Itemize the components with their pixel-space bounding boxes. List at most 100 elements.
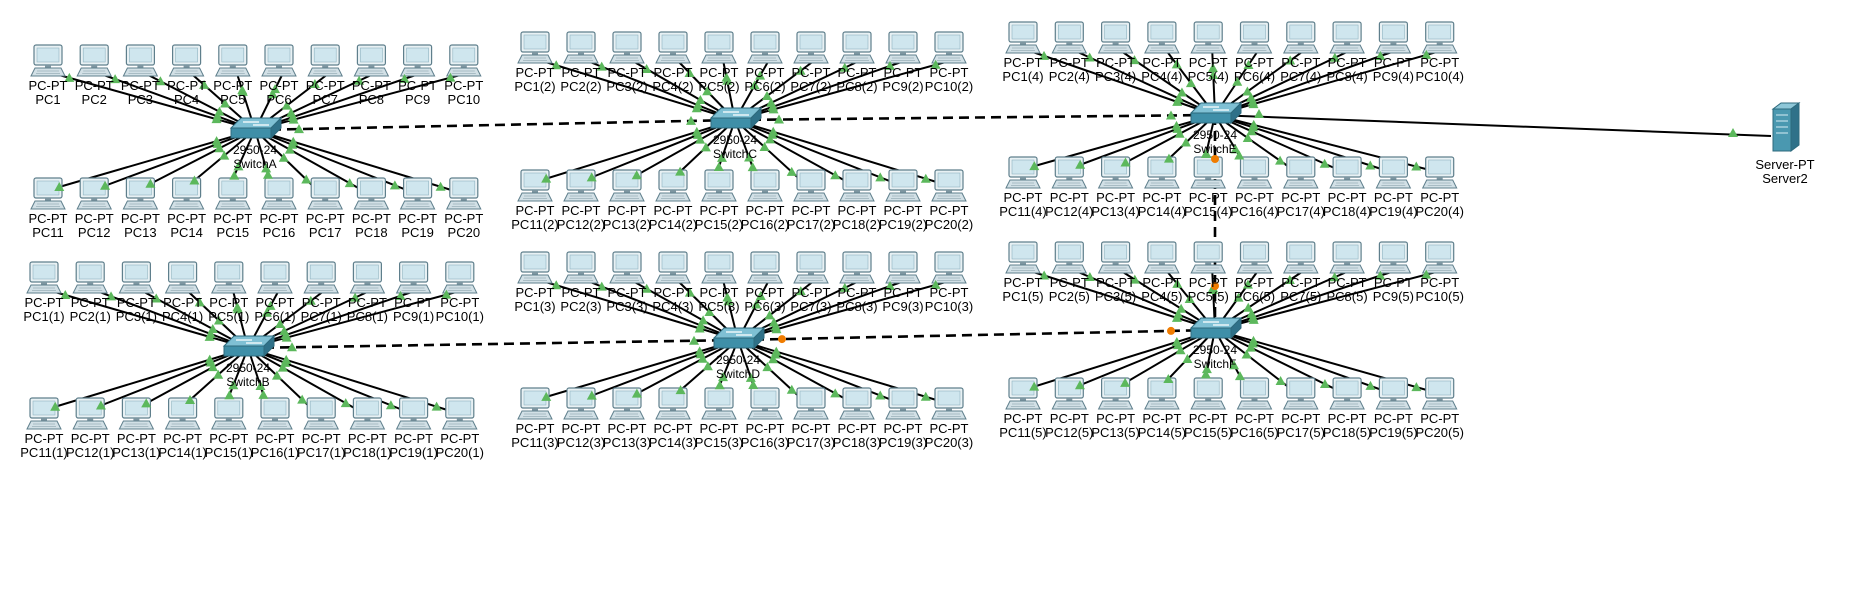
pc-icon[interactable] <box>445 177 482 210</box>
pc-icon[interactable] <box>517 387 553 420</box>
pc-icon[interactable] <box>655 31 691 64</box>
pc-icon[interactable] <box>931 169 967 202</box>
pc-icon[interactable] <box>609 169 645 202</box>
pc-icon[interactable] <box>609 31 645 64</box>
pc-icon[interactable] <box>1282 156 1319 189</box>
pc-icon[interactable] <box>1282 21 1319 54</box>
pc-icon[interactable] <box>1421 156 1458 189</box>
pc-icon[interactable] <box>1236 377 1273 410</box>
pc-icon[interactable] <box>1375 241 1412 274</box>
pc-icon[interactable] <box>307 177 344 210</box>
pc-icon[interactable] <box>30 44 66 77</box>
pc-icon[interactable] <box>1144 241 1180 274</box>
pc-icon[interactable] <box>701 387 737 420</box>
pc-icon[interactable] <box>1144 156 1180 189</box>
switch-icon[interactable] <box>709 106 763 130</box>
pc-icon[interactable] <box>261 177 297 210</box>
pc-icon[interactable] <box>395 261 432 294</box>
pc-icon[interactable] <box>26 397 62 430</box>
pc-icon[interactable] <box>747 31 783 64</box>
pc-icon[interactable] <box>1421 377 1458 410</box>
pc-icon[interactable] <box>1236 241 1273 274</box>
pc-icon[interactable] <box>747 251 783 284</box>
pc-icon[interactable] <box>76 44 113 77</box>
pc-icon[interactable] <box>1421 241 1458 274</box>
pc-icon[interactable] <box>1051 241 1088 274</box>
pc-icon[interactable] <box>210 397 247 430</box>
pc-icon[interactable] <box>441 261 478 294</box>
pc-icon[interactable] <box>1051 21 1088 54</box>
pc-icon[interactable] <box>353 44 390 77</box>
pc-icon[interactable] <box>563 31 599 64</box>
pc-icon[interactable] <box>839 169 875 202</box>
switch-icon[interactable] <box>712 326 766 350</box>
pc-icon[interactable] <box>1375 156 1412 189</box>
server-icon[interactable] <box>1771 102 1801 152</box>
pc-icon[interactable] <box>931 31 967 64</box>
pc-icon[interactable] <box>1190 21 1227 54</box>
pc-icon[interactable] <box>701 169 737 202</box>
pc-icon[interactable] <box>655 251 691 284</box>
pc-icon[interactable] <box>1005 377 1041 410</box>
pc-icon[interactable] <box>793 169 829 202</box>
pc-icon[interactable] <box>72 397 109 430</box>
pc-icon[interactable] <box>214 44 251 77</box>
pc-icon[interactable] <box>701 251 737 284</box>
pc-icon[interactable] <box>793 31 829 64</box>
switch-icon[interactable] <box>222 334 276 358</box>
pc-icon[interactable] <box>1329 156 1365 189</box>
pc-icon[interactable] <box>1005 241 1041 274</box>
pc-icon[interactable] <box>885 251 921 284</box>
pc-icon[interactable] <box>517 251 553 284</box>
pc-icon[interactable] <box>1005 21 1041 54</box>
pc-icon[interactable] <box>1375 21 1412 54</box>
pc-icon[interactable] <box>563 387 599 420</box>
pc-icon[interactable] <box>353 177 390 210</box>
pc-icon[interactable] <box>839 251 875 284</box>
pc-icon[interactable] <box>609 387 645 420</box>
pc-icon[interactable] <box>839 31 875 64</box>
pc-icon[interactable] <box>1329 241 1365 274</box>
pc-icon[interactable] <box>701 31 737 64</box>
pc-icon[interactable] <box>747 169 783 202</box>
pc-icon[interactable] <box>349 261 386 294</box>
switch-icon[interactable] <box>229 116 283 140</box>
pc-icon[interactable] <box>655 169 691 202</box>
pc-icon[interactable] <box>931 387 967 420</box>
pc-icon[interactable] <box>72 261 109 294</box>
pc-icon[interactable] <box>168 177 205 210</box>
pc-icon[interactable] <box>517 31 553 64</box>
pc-icon[interactable] <box>1097 377 1134 410</box>
pc-icon[interactable] <box>1236 156 1273 189</box>
pc-icon[interactable] <box>747 387 783 420</box>
pc-icon[interactable] <box>885 169 921 202</box>
pc-icon[interactable] <box>395 397 432 430</box>
pc-icon[interactable] <box>118 261 155 294</box>
pc-icon[interactable] <box>445 44 482 77</box>
pc-icon[interactable] <box>1375 377 1412 410</box>
pc-icon[interactable] <box>1282 241 1319 274</box>
pc-icon[interactable] <box>307 44 344 77</box>
pc-icon[interactable] <box>1329 377 1365 410</box>
pc-icon[interactable] <box>214 177 251 210</box>
pc-icon[interactable] <box>164 261 201 294</box>
pc-icon[interactable] <box>1144 377 1180 410</box>
pc-icon[interactable] <box>164 397 201 430</box>
pc-icon[interactable] <box>1190 377 1227 410</box>
pc-icon[interactable] <box>210 261 247 294</box>
pc-icon[interactable] <box>30 177 66 210</box>
pc-icon[interactable] <box>122 44 159 77</box>
pc-icon[interactable] <box>1190 156 1227 189</box>
pc-icon[interactable] <box>257 261 293 294</box>
pc-icon[interactable] <box>839 387 875 420</box>
pc-icon[interactable] <box>118 397 155 430</box>
pc-icon[interactable] <box>1421 21 1458 54</box>
pc-icon[interactable] <box>609 251 645 284</box>
pc-icon[interactable] <box>1282 377 1319 410</box>
pc-icon[interactable] <box>563 169 599 202</box>
pc-icon[interactable] <box>1097 241 1134 274</box>
pc-icon[interactable] <box>1005 156 1041 189</box>
pc-icon[interactable] <box>1097 156 1134 189</box>
pc-icon[interactable] <box>1051 377 1088 410</box>
switch-icon[interactable] <box>1189 101 1243 125</box>
